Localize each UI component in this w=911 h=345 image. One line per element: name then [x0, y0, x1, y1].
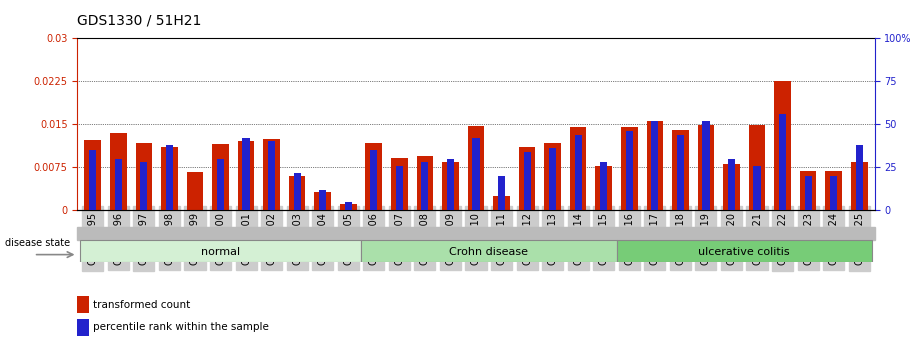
Bar [855, 145, 863, 210]
Bar [570, 127, 587, 210]
Bar [473, 138, 479, 210]
Bar [779, 114, 786, 210]
Bar [800, 171, 816, 210]
Bar [344, 202, 352, 210]
Bar [263, 139, 280, 210]
Bar [467, 126, 485, 210]
Bar [830, 176, 837, 210]
Bar [600, 162, 608, 210]
Text: transformed count: transformed count [94, 300, 190, 310]
Bar [136, 142, 152, 210]
FancyBboxPatch shape [361, 240, 617, 262]
Bar [217, 159, 224, 210]
Bar [626, 131, 633, 210]
Text: ulcerative colitis: ulcerative colitis [699, 247, 790, 257]
Bar [493, 196, 510, 210]
Bar [702, 121, 710, 210]
Bar [238, 141, 254, 210]
Text: disease state: disease state [5, 238, 69, 248]
FancyBboxPatch shape [617, 240, 872, 262]
Bar [89, 150, 97, 210]
Bar [77, 227, 875, 240]
Bar [825, 171, 842, 210]
Bar [804, 176, 812, 210]
Bar [672, 130, 689, 210]
Bar [442, 161, 459, 210]
Bar [140, 162, 148, 210]
Text: percentile rank within the sample: percentile rank within the sample [94, 322, 270, 332]
Bar [340, 204, 356, 210]
Bar [549, 148, 557, 210]
Bar [77, 319, 89, 336]
Text: GDS1330 / 51H21: GDS1330 / 51H21 [77, 14, 202, 28]
Bar [596, 166, 612, 210]
Bar [647, 121, 663, 210]
Bar [293, 172, 301, 210]
Bar [753, 166, 761, 210]
Bar [728, 159, 735, 210]
Bar [749, 125, 765, 210]
Bar [698, 125, 714, 210]
Bar [110, 133, 127, 210]
Bar [723, 165, 740, 210]
Bar [651, 121, 659, 210]
Bar [774, 81, 791, 210]
Bar [416, 156, 434, 210]
Bar [395, 166, 403, 210]
Bar [166, 145, 173, 210]
Bar [268, 141, 275, 210]
Bar [115, 159, 122, 210]
Bar [85, 140, 101, 210]
Text: Crohn disease: Crohn disease [449, 247, 528, 257]
Bar [447, 159, 454, 210]
FancyBboxPatch shape [80, 240, 361, 262]
Bar [212, 144, 229, 210]
Bar [187, 172, 203, 210]
Bar [289, 176, 305, 210]
Bar [518, 147, 536, 210]
Bar [391, 158, 407, 210]
Bar [319, 190, 326, 210]
Bar [365, 142, 382, 210]
Bar [498, 176, 505, 210]
Bar [314, 192, 331, 210]
Bar [575, 135, 582, 210]
Bar [77, 296, 89, 313]
Bar [242, 138, 250, 210]
Bar [677, 135, 684, 210]
Text: normal: normal [201, 247, 241, 257]
Bar [370, 150, 377, 210]
Bar [524, 152, 531, 210]
Bar [851, 161, 867, 210]
Bar [545, 142, 561, 210]
Bar [621, 127, 638, 210]
Bar [161, 147, 178, 210]
Bar [421, 162, 428, 210]
